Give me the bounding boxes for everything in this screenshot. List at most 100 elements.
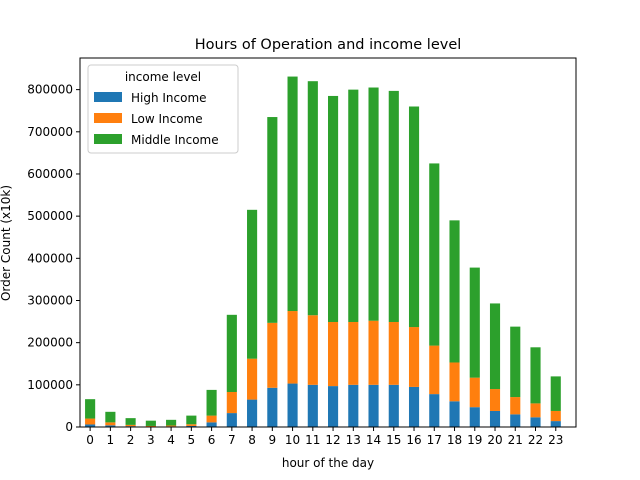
bar-middle-income-hour-21 [510, 326, 521, 398]
bar-middle-income-hour-4 [166, 419, 177, 426]
bar-middle-income-hour-12 [328, 95, 339, 322]
bars-layer [85, 76, 561, 427]
bar-low-income-hour-22 [530, 403, 541, 418]
x-tick-label: 3 [147, 433, 155, 447]
bar-middle-income-hour-16 [408, 106, 420, 328]
x-tick-label: 12 [325, 433, 340, 447]
x-tick-label: 21 [508, 433, 523, 447]
bar-high-income-hour-5 [186, 425, 197, 427]
bar-middle-income-hour-18 [449, 220, 460, 363]
legend-items: High Income Low Income Middle Income [94, 91, 219, 147]
bar-low-income-hour-16 [408, 327, 420, 387]
bar-high-income-hour-10 [287, 383, 298, 427]
x-tick-label: 7 [228, 433, 236, 447]
bar-middle-income-hour-14 [368, 87, 379, 321]
y-tick-label: 400000 [27, 251, 73, 265]
legend-title: income level [125, 70, 201, 84]
bar-low-income-hour-3 [145, 425, 156, 427]
bar-low-income-hour-13 [348, 321, 359, 385]
legend-swatch-low-income [94, 113, 122, 123]
x-tick-label: 22 [528, 433, 543, 447]
bar-middle-income-hour-13 [348, 89, 359, 322]
bar-middle-income-hour-17 [429, 163, 440, 346]
bar-high-income-hour-6 [206, 422, 217, 427]
x-tick-label: 8 [248, 433, 256, 447]
x-tick-label: 19 [467, 433, 482, 447]
bar-high-income-hour-18 [449, 401, 460, 427]
bar-middle-income-hour-8 [247, 209, 258, 359]
legend-swatch-high-income [94, 92, 122, 102]
x-tick-label: 15 [386, 433, 401, 447]
legend-label: Low Income [131, 112, 203, 126]
bar-middle-income-hour-2 [125, 418, 136, 425]
bar-middle-income-hour-10 [287, 76, 298, 312]
bar-middle-income-hour-15 [388, 90, 399, 322]
x-tick-label: 9 [269, 433, 277, 447]
bar-low-income-hour-4 [166, 425, 177, 427]
bar-middle-income-hour-3 [145, 420, 156, 426]
bar-low-income-hour-20 [489, 389, 501, 411]
bar-middle-income-hour-19 [469, 267, 480, 378]
bar-high-income-hour-19 [469, 407, 480, 427]
bar-high-income-hour-0 [85, 424, 96, 427]
bar-low-income-hour-5 [186, 424, 197, 426]
bar-low-income-hour-8 [247, 358, 258, 400]
bar-low-income-hour-15 [388, 321, 399, 385]
bar-middle-income-hour-0 [85, 399, 96, 419]
bar-low-income-hour-12 [328, 321, 339, 387]
y-tick-label: 800000 [27, 83, 73, 97]
x-tick-label: 17 [427, 433, 442, 447]
x-tick-label: 18 [447, 433, 462, 447]
y-tick-label: 300000 [27, 293, 73, 307]
x-tick-label: 2 [127, 433, 135, 447]
bar-high-income-hour-14 [368, 384, 379, 427]
bar-middle-income-hour-23 [550, 376, 561, 411]
bar-low-income-hour-14 [368, 320, 379, 385]
bar-high-income-hour-7 [226, 413, 237, 427]
bar-high-income-hour-15 [388, 384, 399, 427]
x-tick-label: 10 [285, 433, 300, 447]
bar-high-income-hour-17 [429, 394, 440, 427]
x-tick-label: 0 [86, 433, 94, 447]
y-tick-label: 700000 [27, 125, 73, 139]
chart-title: Hours of Operation and income level [195, 37, 462, 53]
bar-middle-income-hour-7 [226, 314, 237, 392]
bar-low-income-hour-9 [267, 322, 278, 388]
x-axis-label: hour of the day [282, 456, 374, 470]
bar-high-income-hour-9 [267, 387, 278, 427]
bar-low-income-hour-19 [469, 377, 480, 408]
x-tick-label: 4 [167, 433, 175, 447]
y-tick-label: 200000 [27, 336, 73, 350]
legend-label: Middle Income [131, 133, 219, 147]
x-tick-label: 20 [487, 433, 502, 447]
bar-middle-income-hour-9 [267, 117, 278, 323]
bar-high-income-hour-12 [328, 386, 339, 427]
legend: income level High Income Low Income Middle… [87, 64, 239, 154]
bar-high-income-hour-23 [550, 421, 561, 427]
legend-box [87, 64, 239, 154]
y-axis-ticks: 0 100000 200000 300000 400000 500000 600000 700… [27, 83, 80, 434]
legend-label: High Income [131, 91, 207, 105]
x-tick-label: 1 [107, 433, 115, 447]
y-tick-label: 500000 [27, 209, 73, 223]
bar-high-income-hour-20 [489, 410, 501, 427]
bar-high-income-hour-1 [105, 425, 116, 427]
bar-low-income-hour-23 [550, 410, 561, 422]
bar-middle-income-hour-6 [206, 389, 217, 416]
bar-low-income-hour-1 [105, 422, 116, 426]
bar-middle-income-hour-20 [489, 303, 501, 390]
bar-high-income-hour-11 [307, 384, 318, 427]
bar-low-income-hour-21 [510, 397, 521, 415]
x-tick-label: 14 [366, 433, 381, 447]
bar-low-income-hour-17 [429, 345, 440, 395]
legend-swatch-middle-income [94, 134, 122, 144]
bar-low-income-hour-10 [287, 311, 298, 384]
y-axis-label: Order Count (x10k) [0, 185, 13, 301]
bar-low-income-hour-2 [125, 424, 136, 427]
y-tick-label: 0 [65, 420, 73, 434]
y-tick-label: 600000 [27, 167, 73, 181]
bar-high-income-hour-8 [247, 399, 258, 427]
x-tick-label: 23 [548, 433, 563, 447]
bar-middle-income-hour-11 [307, 81, 318, 316]
